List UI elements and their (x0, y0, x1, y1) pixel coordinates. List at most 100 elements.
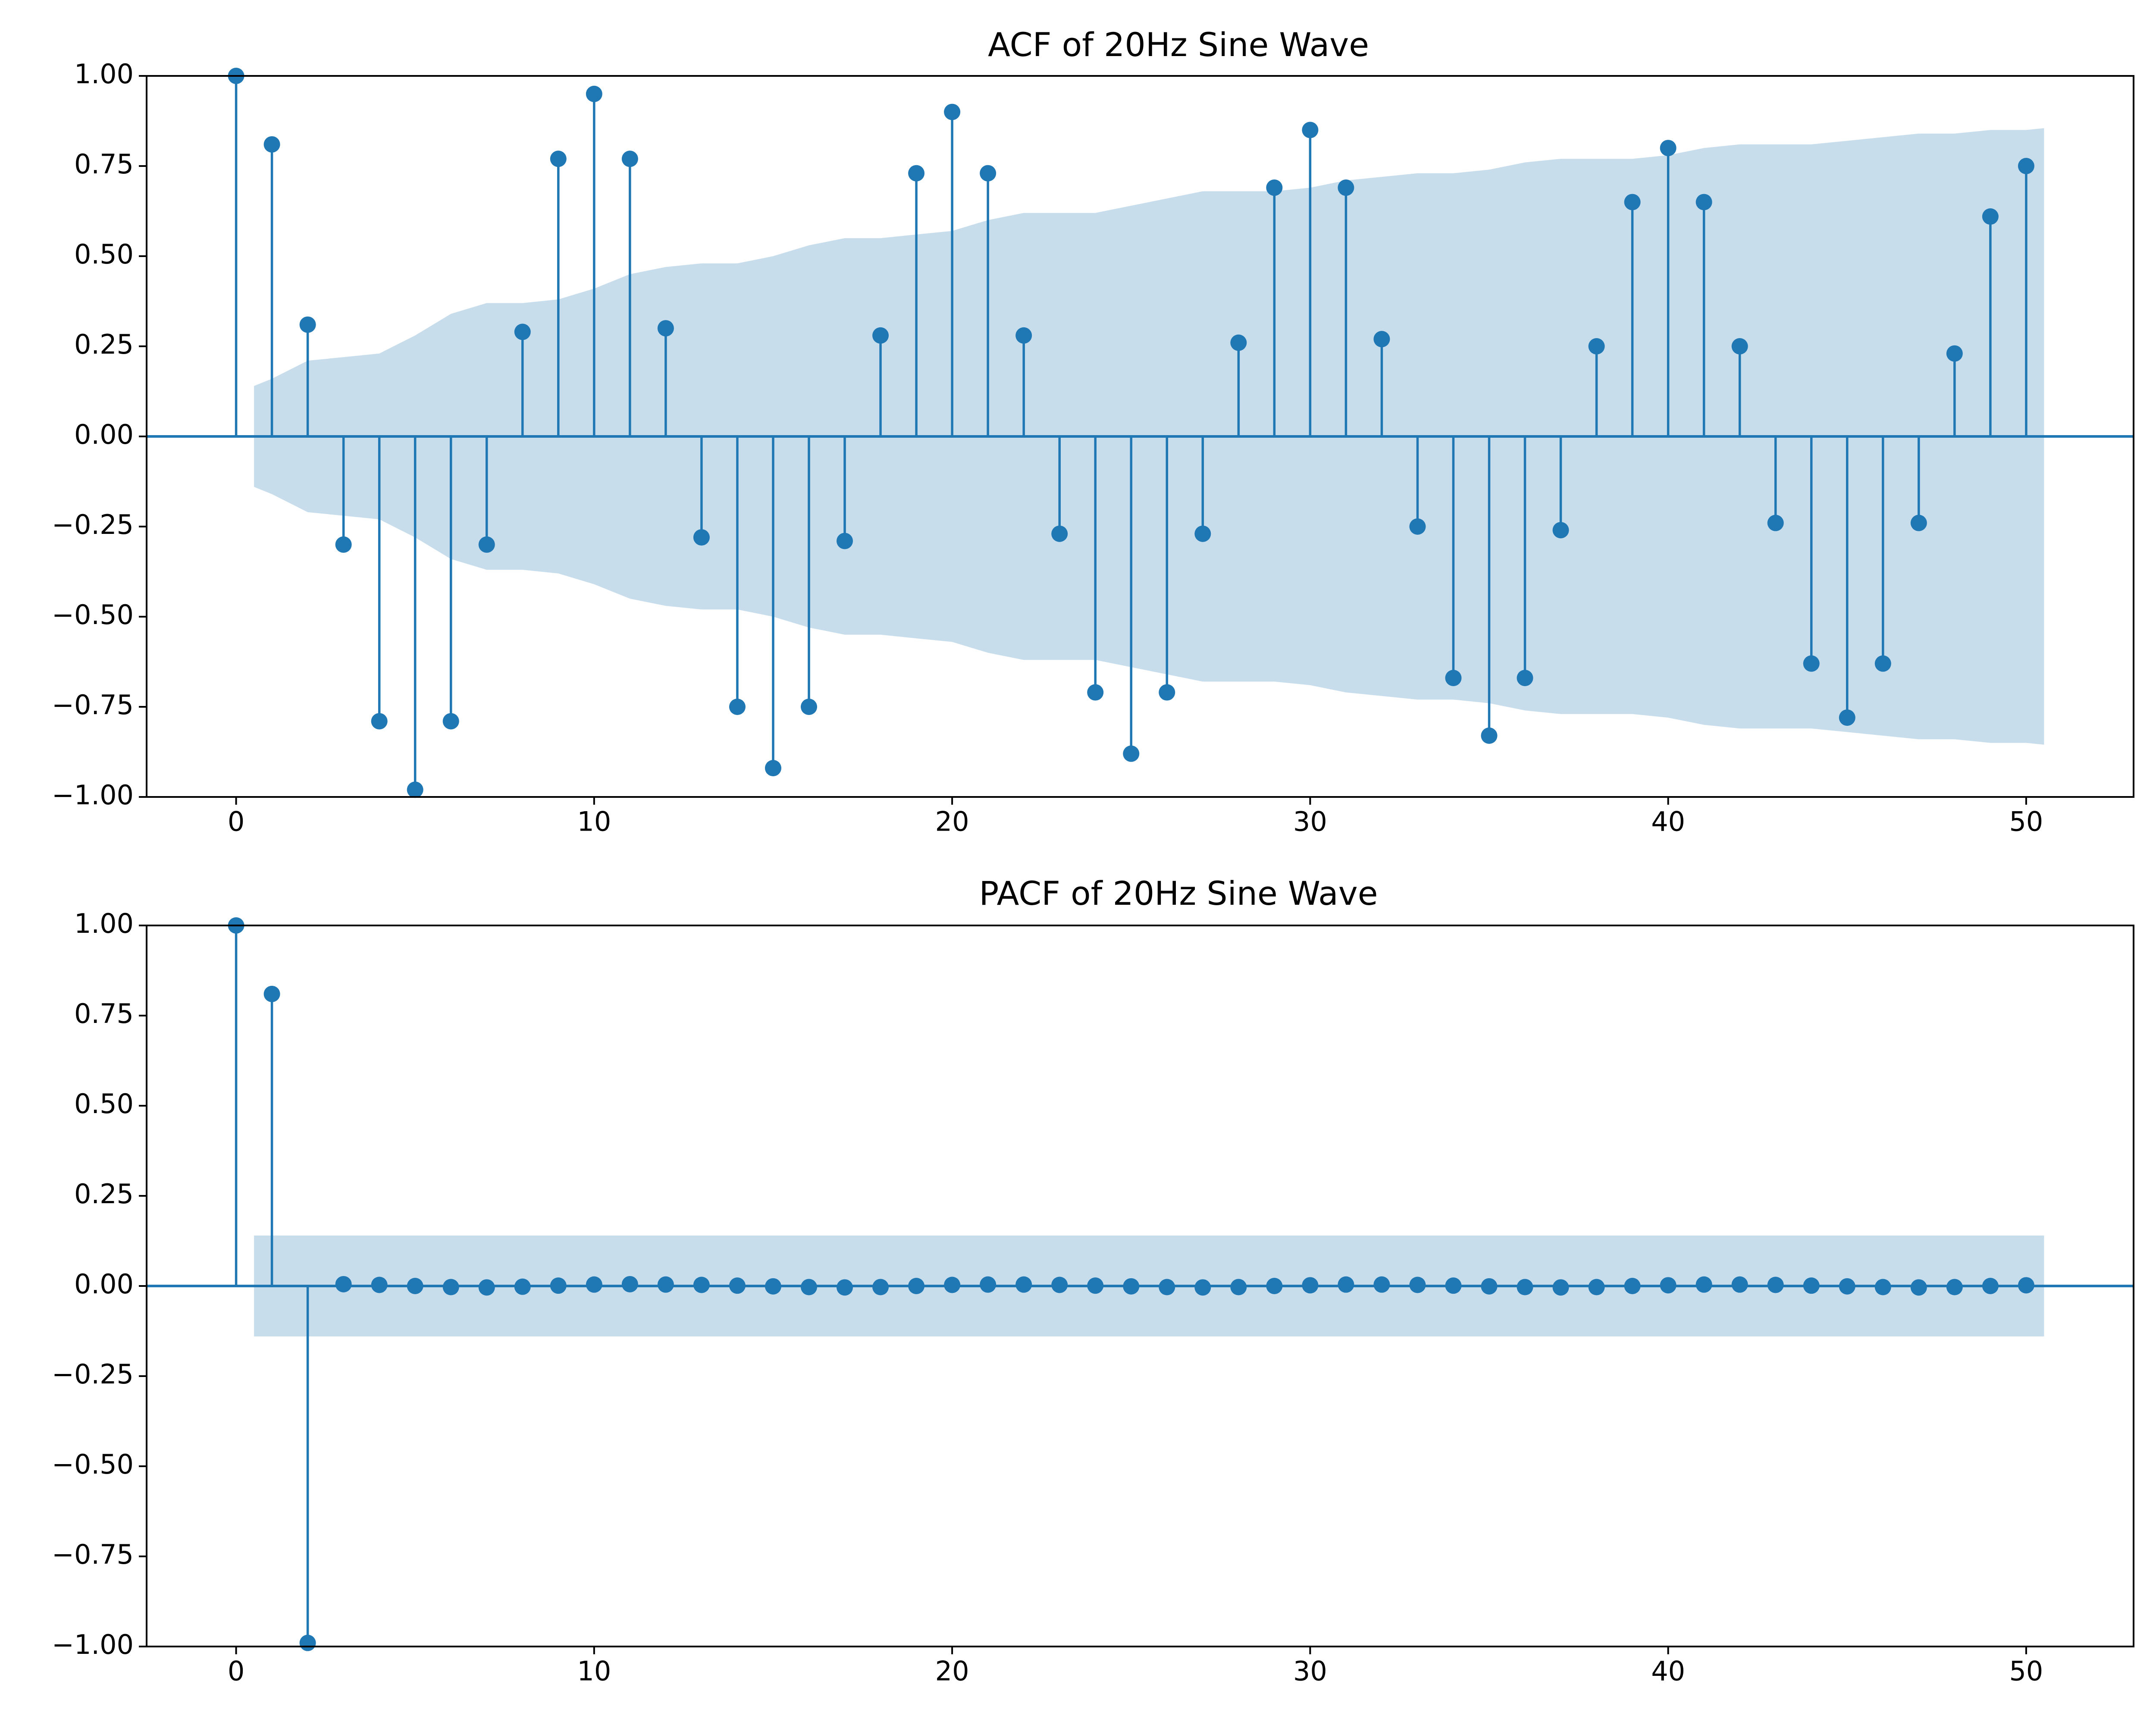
acf-marker-39 (1624, 194, 1641, 210)
pacf-marker-5 (407, 1278, 423, 1294)
acf-marker-20 (944, 104, 961, 120)
pacf-marker-27 (1194, 1279, 1211, 1296)
pacf-marker-20 (944, 1276, 961, 1293)
acf-marker-30 (1302, 122, 1319, 138)
acf-ytick-label: 0.00 (74, 419, 134, 450)
pacf-ytick-label: 0.25 (74, 1178, 134, 1210)
acf-marker-47 (1910, 514, 1927, 531)
pacf-xtick-label: 20 (935, 1655, 969, 1687)
acf-ytick-label: −0.50 (52, 599, 134, 630)
acf-marker-27 (1194, 525, 1211, 542)
pacf-marker-32 (1373, 1276, 1390, 1293)
acf-marker-36 (1517, 670, 1533, 687)
acf-marker-40 (1660, 140, 1677, 157)
pacf-marker-4 (371, 1276, 388, 1293)
pacf-ytick-label: −0.50 (52, 1449, 134, 1480)
pacf-marker-7 (478, 1279, 495, 1296)
pacf-marker-48 (1946, 1279, 1963, 1295)
acf-ytick-label: −0.25 (52, 509, 134, 540)
pacf-marker-14 (729, 1277, 746, 1294)
pacf-marker-39 (1624, 1278, 1641, 1294)
pacf-marker-34 (1445, 1277, 1462, 1294)
pacf-marker-2 (299, 1634, 316, 1651)
pacf-marker-44 (1803, 1277, 1820, 1294)
pacf-marker-13 (693, 1276, 710, 1293)
acf-marker-24 (1087, 684, 1104, 701)
acf-marker-2 (299, 316, 316, 333)
acf-marker-9 (550, 151, 567, 167)
acf-title: ACF of 20Hz Sine Wave (988, 25, 1369, 64)
acf-marker-38 (1588, 338, 1605, 354)
acf-marker-22 (1015, 327, 1032, 344)
pacf-xtick-label: 0 (228, 1655, 244, 1687)
acf-ytick-label: 0.75 (74, 148, 134, 180)
acf-marker-32 (1373, 331, 1390, 348)
pacf-marker-15 (765, 1278, 781, 1295)
acf-marker-8 (514, 323, 531, 340)
pacf-marker-24 (1087, 1277, 1104, 1294)
pacf-ytick-label: −0.25 (52, 1358, 134, 1390)
acf-marker-44 (1803, 655, 1820, 672)
pacf-marker-46 (1874, 1279, 1891, 1295)
pacf-marker-26 (1159, 1279, 1175, 1295)
acf-marker-29 (1266, 179, 1283, 196)
acf-ytick-label: −1.00 (52, 779, 134, 811)
pacf-marker-49 (1982, 1278, 1999, 1294)
acf-marker-42 (1731, 338, 1748, 354)
pacf-marker-19 (908, 1278, 925, 1294)
acf-xtick-label: 20 (935, 806, 969, 837)
pacf-ytick-label: 0.75 (74, 998, 134, 1029)
acf-marker-26 (1159, 684, 1175, 701)
pacf-marker-40 (1660, 1277, 1677, 1294)
pacf-marker-47 (1910, 1279, 1927, 1296)
pacf-marker-42 (1731, 1276, 1748, 1293)
pacf-xtick-label: 10 (577, 1655, 611, 1687)
pacf-ytick-label: 0.00 (74, 1268, 134, 1300)
pacf-marker-41 (1695, 1276, 1712, 1293)
acf-marker-3 (335, 536, 352, 553)
acf-marker-28 (1230, 334, 1247, 351)
acf-marker-11 (621, 151, 638, 167)
acf-marker-10 (586, 85, 602, 102)
pacf-marker-35 (1481, 1278, 1498, 1295)
acf-xtick-label: 30 (1293, 806, 1327, 837)
acf-ytick-label: 0.25 (74, 329, 134, 360)
acf-marker-37 (1552, 522, 1569, 539)
pacf-marker-29 (1266, 1278, 1283, 1294)
pacf-marker-36 (1517, 1279, 1533, 1295)
acf-marker-21 (980, 165, 997, 182)
pacf-marker-17 (837, 1279, 853, 1296)
pacf-marker-50 (2018, 1277, 2034, 1294)
acf-ytick-label: 0.50 (74, 238, 134, 270)
pacf-marker-33 (1409, 1276, 1426, 1293)
acf-ytick-label: 1.00 (74, 58, 134, 90)
acf-marker-45 (1839, 709, 1855, 726)
acf-marker-15 (765, 760, 781, 777)
acf-marker-25 (1123, 745, 1140, 762)
acf-ytick-label: −0.75 (52, 689, 134, 721)
acf-marker-7 (478, 536, 495, 553)
acf-marker-5 (407, 781, 423, 798)
acf-marker-46 (1874, 655, 1891, 672)
acf-marker-35 (1481, 727, 1498, 744)
pacf-ytick-label: 1.00 (74, 908, 134, 939)
pacf-marker-22 (1015, 1276, 1032, 1293)
pacf-xtick-label: 30 (1293, 1655, 1327, 1687)
acf-xtick-label: 50 (2009, 806, 2043, 837)
pacf-marker-8 (514, 1278, 531, 1295)
pacf-marker-6 (442, 1279, 459, 1295)
acf-marker-23 (1051, 525, 1068, 542)
acf-marker-1 (263, 136, 280, 153)
acf-marker-48 (1946, 345, 1963, 362)
pacf-marker-10 (586, 1276, 602, 1293)
acf-marker-34 (1445, 670, 1462, 687)
acf-xtick-label: 10 (577, 806, 611, 837)
pacf-marker-23 (1051, 1276, 1068, 1293)
acf-panel: ACF of 20Hz Sine Wave 1.00 0.75 0.50 0.25 0.… (52, 25, 2134, 837)
pacf-title: PACF of 20Hz Sine Wave (979, 874, 1378, 913)
pacf-marker-3 (335, 1276, 352, 1292)
pacf-marker-18 (872, 1279, 889, 1295)
pacf-marker-37 (1552, 1279, 1569, 1296)
pacf-marker-30 (1302, 1277, 1319, 1294)
